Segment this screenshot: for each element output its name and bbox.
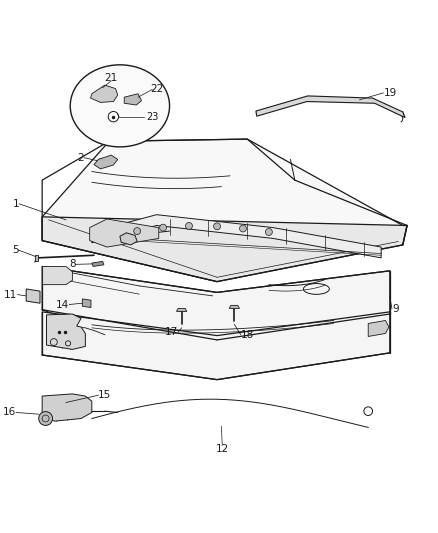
Text: 11: 11 [4,289,18,300]
Text: 15: 15 [98,390,112,400]
Text: 16: 16 [3,407,16,417]
Text: 12: 12 [215,444,229,454]
Polygon shape [229,305,240,309]
Circle shape [159,224,166,231]
Text: 14: 14 [56,300,69,310]
Polygon shape [92,215,381,258]
Polygon shape [94,155,118,169]
Polygon shape [82,299,91,308]
Text: 2: 2 [78,152,84,163]
Circle shape [240,225,247,232]
Polygon shape [92,261,104,266]
Text: 21: 21 [105,73,118,83]
Polygon shape [42,266,72,285]
Text: 22: 22 [150,84,163,94]
Polygon shape [42,217,407,281]
Text: 17: 17 [165,327,178,337]
Polygon shape [46,314,85,350]
Polygon shape [256,96,405,117]
Circle shape [186,222,192,229]
Polygon shape [26,289,40,303]
Polygon shape [124,94,141,105]
Polygon shape [91,85,118,102]
Circle shape [265,229,272,236]
Circle shape [214,223,220,230]
Polygon shape [368,320,389,336]
Polygon shape [42,139,403,281]
Text: 9: 9 [392,304,399,314]
Text: 19: 19 [383,88,396,98]
Polygon shape [42,266,390,340]
Text: 23: 23 [146,111,158,122]
Polygon shape [90,219,159,247]
Polygon shape [42,312,390,379]
Text: 18: 18 [241,330,254,340]
Text: 5: 5 [12,245,18,255]
Polygon shape [177,309,187,311]
Polygon shape [120,233,137,245]
Circle shape [39,411,53,425]
Text: 8: 8 [69,260,75,269]
Polygon shape [35,255,38,261]
Text: 1: 1 [13,199,19,209]
Polygon shape [42,394,92,421]
Circle shape [134,228,141,235]
Ellipse shape [70,65,170,147]
